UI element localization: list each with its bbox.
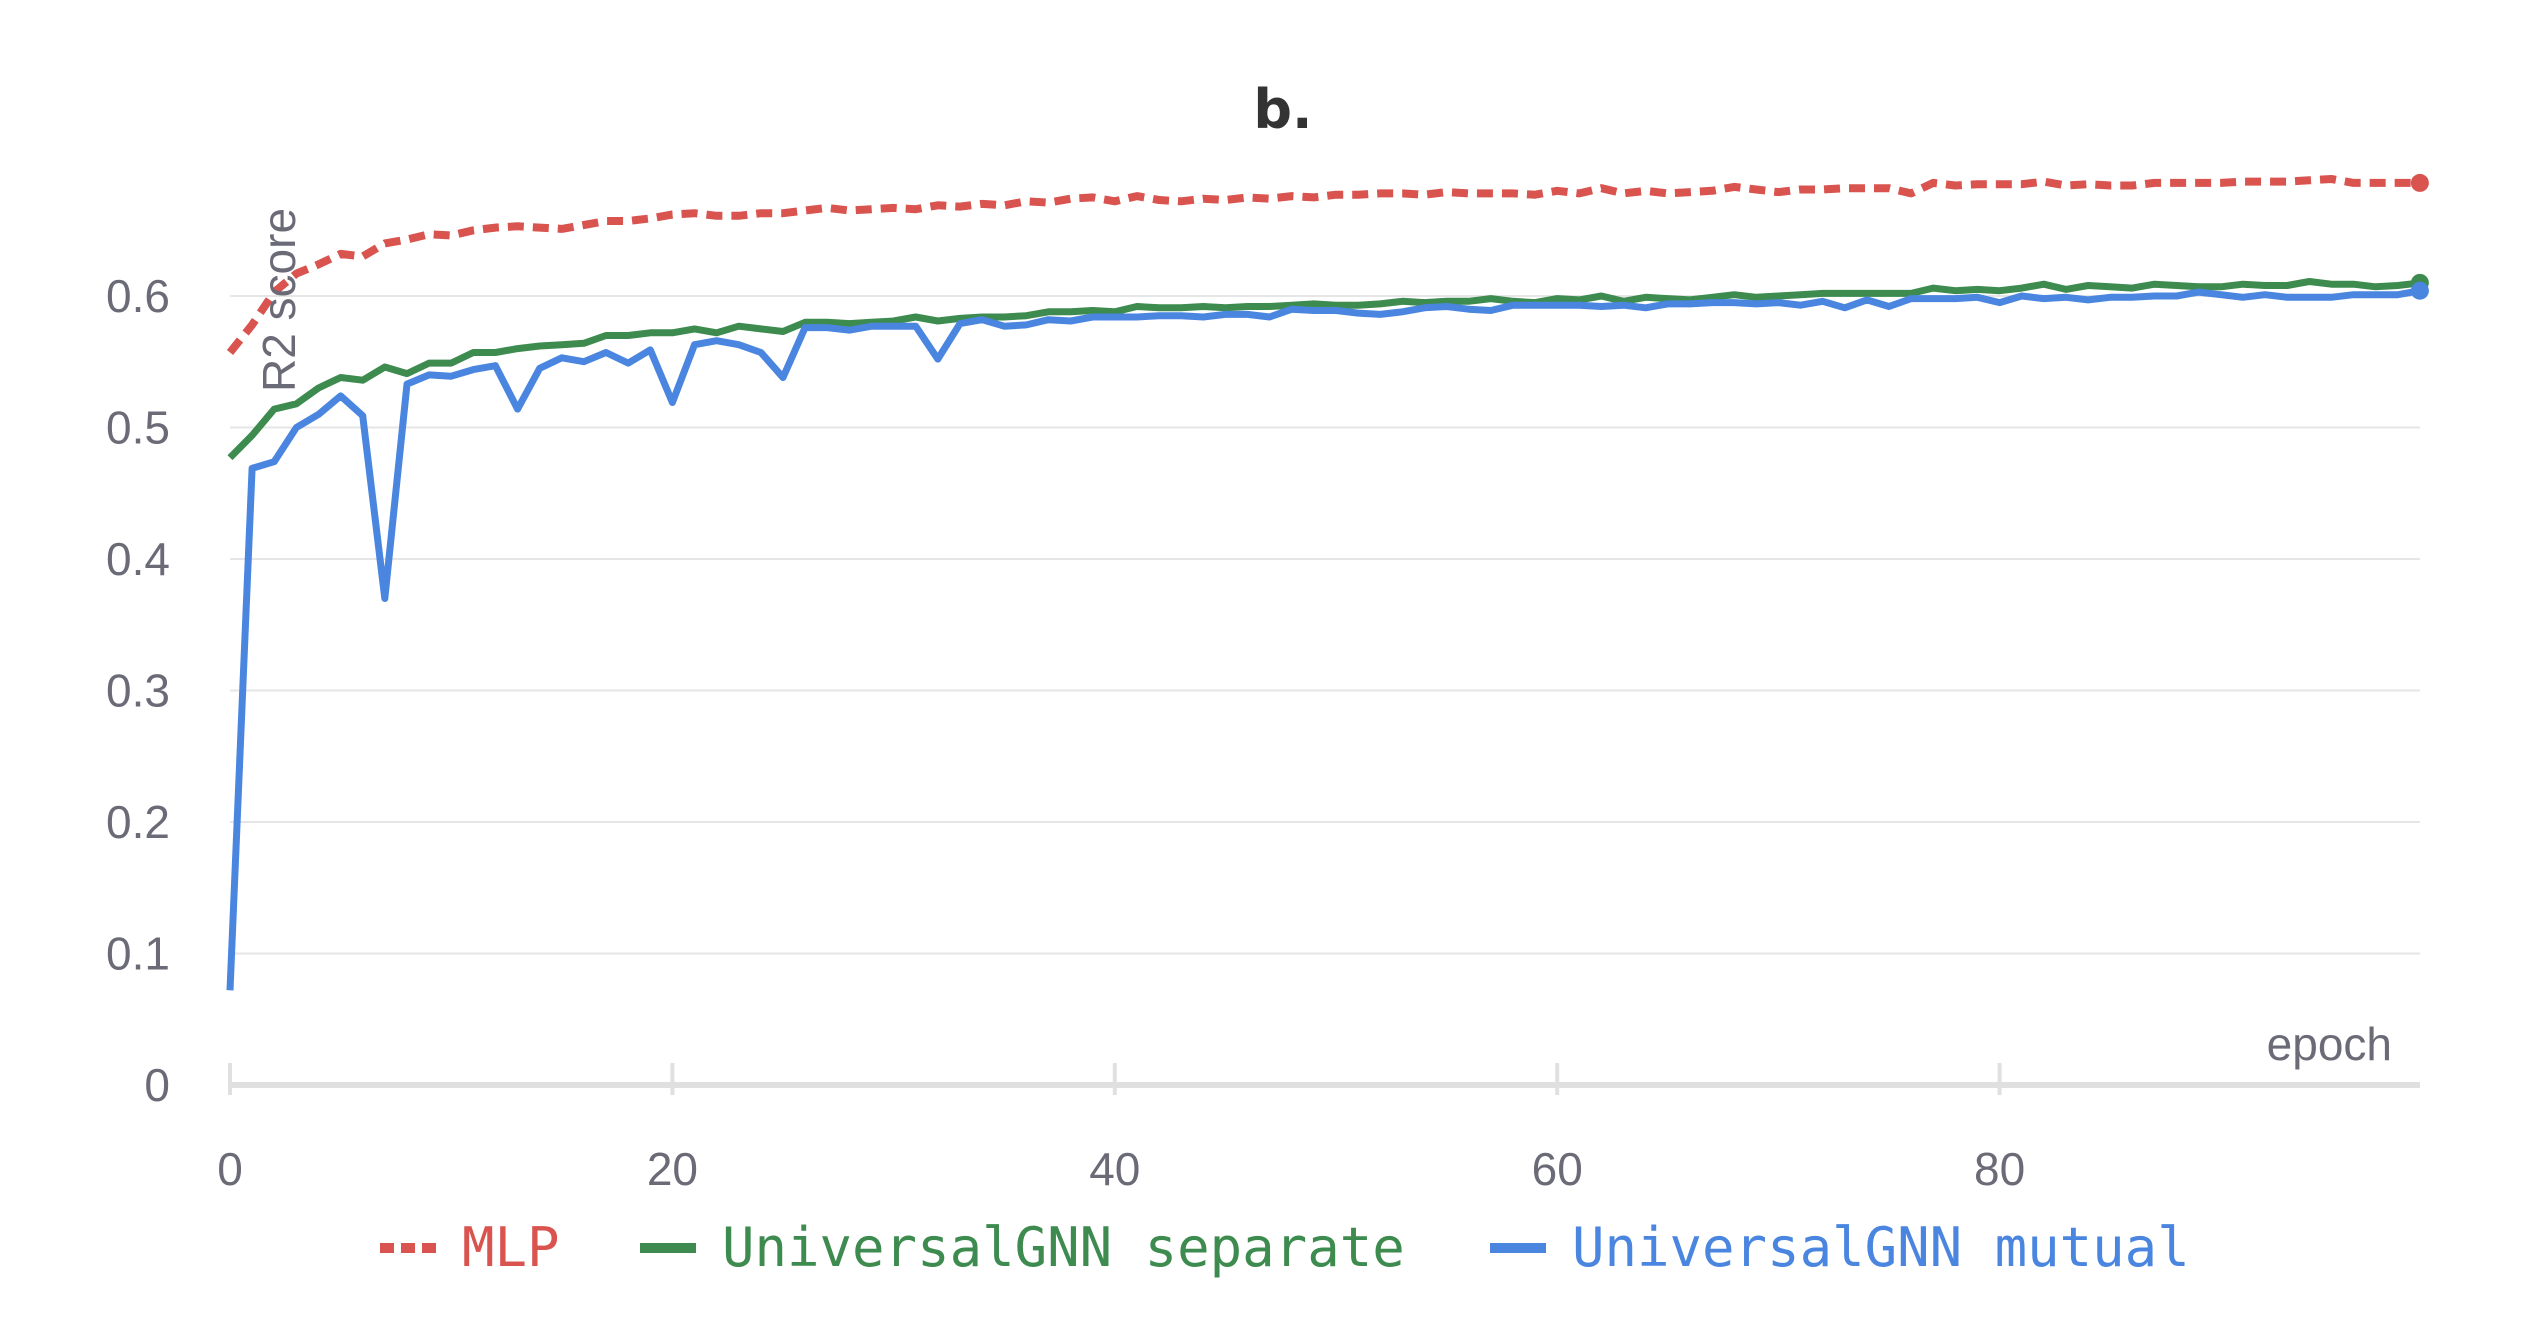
y-tick-label: 0.4: [106, 533, 170, 585]
x-tick-label: 80: [1974, 1143, 2025, 1195]
x-axis-label: epoch: [2267, 1018, 2392, 1070]
x-tick-label: 60: [1532, 1143, 1583, 1195]
y-tick-label: 0.1: [106, 928, 170, 980]
y-tick-label: 0.5: [106, 402, 170, 454]
legend: MLP UniversalGNN separate UniversalGNN mut…: [380, 1216, 2190, 1279]
x-tick-label: 40: [1089, 1143, 1140, 1195]
x-tick-label: 0: [217, 1143, 243, 1195]
legend-label: MLP: [462, 1216, 560, 1279]
y-axis-label: R2 score: [253, 208, 305, 392]
y-tick-label: 0.6: [106, 270, 170, 322]
y-tick-label: 0: [144, 1059, 170, 1111]
series-line-0: [226, 175, 2420, 356]
series-line-1: [227, 278, 2421, 461]
x-tick-label: 20: [647, 1143, 698, 1195]
series-end-point-2: [2410, 281, 2429, 300]
y-tick-label: 0.3: [106, 665, 170, 717]
legend-label: UniversalGNN separate: [722, 1216, 1405, 1279]
y-tick-label: 0.2: [106, 796, 170, 848]
chart-title: b.: [1253, 78, 1312, 141]
series-end-point-0: [2410, 173, 2429, 192]
grid-lines: [230, 295, 2420, 955]
legend-label: UniversalGNN mutual: [1572, 1216, 2190, 1279]
y-axis-ticks: 0 0.1 0.2 0.3 0.4 0.5 0.6: [106, 270, 170, 1111]
series-line-2: [226, 287, 2421, 991]
series-lines: [226, 173, 2429, 991]
x-axis: 0 20 40 60 80: [217, 1063, 2420, 1195]
